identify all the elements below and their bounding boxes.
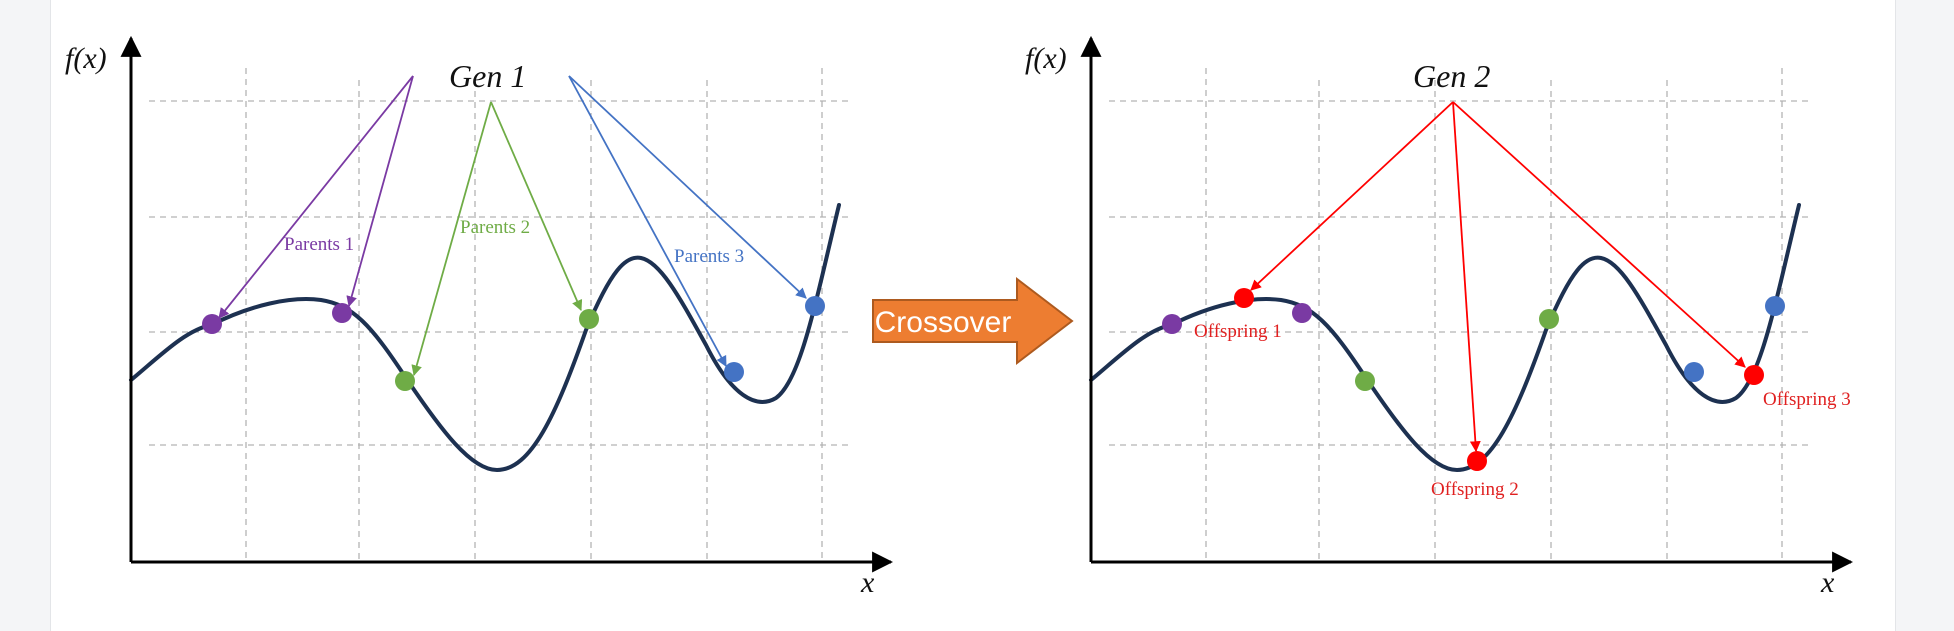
purple-point (1292, 303, 1312, 323)
offspring-3-point (1744, 365, 1764, 385)
purple-parent-point (202, 314, 222, 334)
x-axis-label: x (1820, 566, 1835, 599)
parents-2-label: Parents 2 (460, 217, 530, 238)
diagram-card: f(x) x Gen 1 Parents 1 Parents 2 Parents… (50, 0, 1896, 631)
offspring-1-point (1234, 288, 1254, 308)
offspring-1-label: Offspring 1 (1194, 321, 1282, 342)
arrow-offspring2 (1452, 101, 1481, 453)
population-points-gen1 (202, 296, 825, 391)
population-points-gen2 (1162, 288, 1785, 471)
arrow-offspring3 (1452, 101, 1746, 368)
arrow-offspring1 (1250, 101, 1454, 291)
y-axis-label: f(x) (65, 42, 107, 75)
crossover-label: Crossover (875, 306, 1012, 339)
arrow-parents1-a (218, 75, 414, 319)
panel-gen1: f(x) x Gen 1 Parents 1 Parents 2 Parents… (65, 35, 894, 599)
blue-parent-point (724, 362, 744, 382)
green-point (1355, 371, 1375, 391)
crossover-diagram: f(x) x Gen 1 Parents 1 Parents 2 Parents… (65, 35, 1854, 599)
offspring-2-label: Offspring 2 (1431, 479, 1519, 500)
parents-1-label: Parents 1 (284, 234, 354, 255)
offspring-3-label: Offspring 3 (1763, 389, 1851, 410)
arrow-parents3-a (568, 75, 727, 367)
arrow-parents2-a (411, 101, 492, 377)
offspring-2-point (1467, 451, 1487, 471)
blue-point (1765, 296, 1785, 316)
grid-gen1 (149, 68, 853, 562)
blue-point (1684, 362, 1704, 382)
crossover-arrow: Crossover (872, 276, 1074, 366)
arrow-parents3-b (568, 75, 807, 299)
green-parent-point (579, 309, 599, 329)
green-parent-point (395, 371, 415, 391)
purple-parent-point (332, 303, 352, 323)
purple-point (1162, 314, 1182, 334)
fitness-curve-gen1 (129, 203, 841, 473)
arrow-parents2-b (490, 101, 583, 311)
axes-gen2 (1080, 35, 1854, 573)
gen1-title: Gen 1 (449, 58, 526, 94)
x-axis-label: x (860, 566, 875, 599)
gen2-title: Gen 2 (1413, 58, 1490, 94)
arrow-parents1-b (346, 75, 414, 308)
green-point (1539, 309, 1559, 329)
y-axis-label: f(x) (1025, 42, 1067, 75)
panel-gen2: f(x) x Gen 2 Offspring 1 Offspring 2 Off… (1025, 35, 1854, 599)
axes-gen1 (120, 35, 894, 573)
parents-3-label: Parents 3 (674, 246, 744, 267)
blue-parent-point (805, 296, 825, 316)
